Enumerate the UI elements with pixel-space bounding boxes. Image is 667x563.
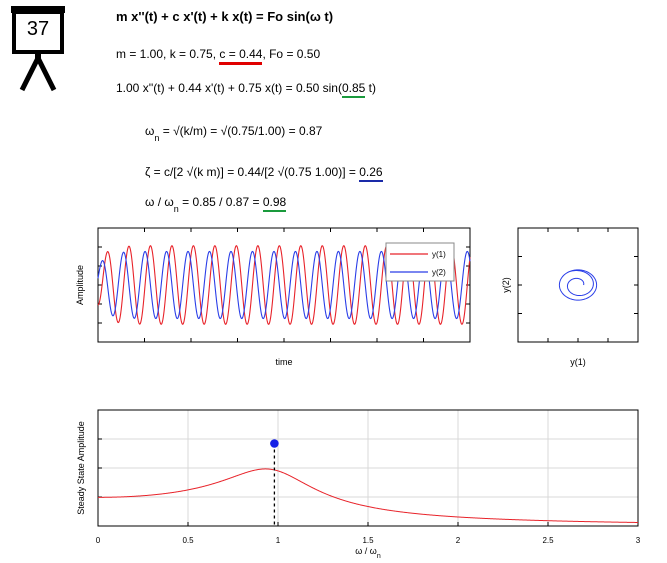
params-line: m = 1.00, k = 0.75, c = 0.44, Fo = 0.50 — [116, 47, 321, 65]
slide-number: 37 — [26, 18, 50, 40]
series-y2-line — [97, 250, 471, 320]
x-tick-label: 1 — [276, 536, 281, 545]
frequency-response-chart: 0 0.5 1 1.5 2 2.5 3 ω / ωn Steady State Amplit… — [76, 409, 641, 560]
frequency-ratio-line: ω / ωn = 0.85 / 0.87 = 0.98 — [145, 195, 287, 214]
x-tick-label: 1.5 — [362, 536, 374, 545]
phase-ylabel: y(2) — [501, 277, 511, 293]
phase-plot-frame — [517, 227, 639, 343]
ratio-value: 0.98 — [262, 195, 287, 212]
forcing-frequency: 0.85 — [341, 81, 366, 98]
freq-grid — [98, 410, 638, 526]
ratio-expr: = 0.85 / 0.87 = — [178, 195, 263, 209]
x-tick-label: 2 — [456, 536, 461, 545]
amplitude-ratio-line — [98, 468, 638, 523]
freq-xlabel-text: ω / ω — [355, 546, 377, 556]
params-suffix: , Fo = 0.50 — [262, 47, 321, 61]
zeta-expr: ζ = c/[2 √(k m)] = 0.44/[2 √(0.75 1.00)]… — [145, 165, 360, 179]
freq-xlabel: ω / ωn — [355, 546, 381, 560]
time-plot-ticks — [98, 228, 470, 342]
wn-expr: = √(k/m) = √(0.75/1.00) = 0.87 — [159, 124, 323, 138]
equation-title: m x''(t) + c x'(t) + k x(t) = Fo sin(ω t… — [116, 9, 334, 24]
wn-label: ω — [145, 124, 155, 138]
phase-plot-ticks — [518, 228, 638, 342]
time-response-chart: y(1) y(2) time Amplitude — [75, 227, 471, 367]
numeric-prefix: 1.00 x''(t) + 0.44 x'(t) + 0.75 x(t) = 0… — [116, 81, 342, 95]
freq-xlabel-sub: n — [377, 553, 381, 560]
legend-y1-label: y(1) — [432, 250, 446, 259]
freq-ylabel: Steady State Amplitude — [76, 421, 86, 515]
presentation-icon: 37 — [8, 6, 68, 92]
legend-box — [385, 242, 455, 282]
resonance-marker — [270, 439, 279, 448]
time-legend: y(1) y(2) — [385, 242, 455, 282]
numeric-equation: 1.00 x''(t) + 0.44 x'(t) + 0.75 x(t) = 0… — [116, 81, 377, 98]
params-prefix: m = 1.00, k = 0.75, — [116, 47, 220, 61]
natural-frequency-line: ωn = √(k/m) = √(0.75/1.00) = 0.87 — [145, 124, 323, 143]
freq-tick-labels: 0 0.5 1 1.5 2 2.5 3 — [96, 536, 641, 545]
phase-xlabel: y(1) — [570, 357, 586, 367]
time-xlabel: time — [275, 357, 292, 367]
ratio-label: ω / ω — [145, 195, 174, 209]
zeta-value: 0.26 — [359, 165, 383, 182]
damping-ratio-line: ζ = c/[2 √(k m)] = 0.44/[2 √(0.75 1.00)]… — [145, 165, 383, 182]
x-tick-label: 3 — [636, 536, 641, 545]
x-tick-label: 0 — [96, 536, 101, 545]
ratio-sub: n — [173, 204, 179, 214]
phase-portrait-chart: y(1) y(2) — [501, 227, 639, 367]
damping-value: c = 0.44 — [219, 47, 263, 65]
time-ylabel: Amplitude — [75, 265, 85, 305]
legend-y2-label: y(2) — [432, 268, 446, 277]
numeric-suffix: t) — [365, 81, 377, 95]
x-tick-label: 0.5 — [182, 536, 194, 545]
wn-sub: n — [154, 133, 160, 143]
phase-portrait-line — [558, 269, 598, 301]
x-tick-label: 2.5 — [542, 536, 554, 545]
